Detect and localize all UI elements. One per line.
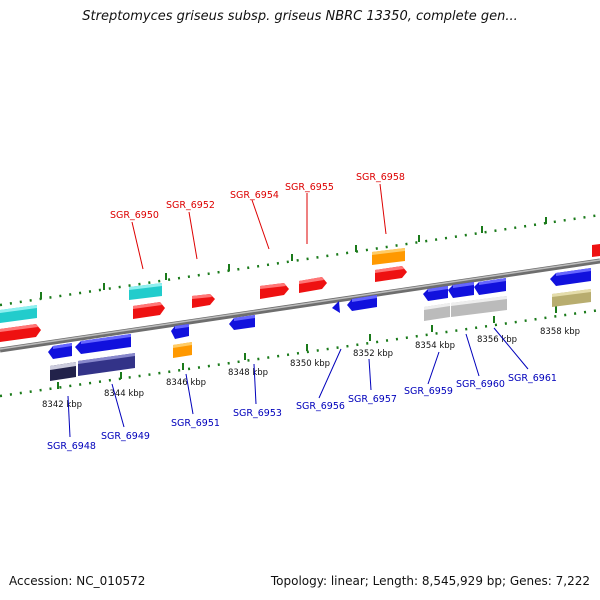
gene-plus-left-cyan[interactable] — [0, 305, 37, 323]
gene-minus-blue-75[interactable] — [75, 334, 131, 354]
gene-sgr-6956[interactable] — [332, 301, 340, 313]
label-sgr-6960[interactable]: SGR_6960 — [456, 379, 505, 390]
label-sgr-6954[interactable]: SGR_6954 — [230, 190, 279, 201]
gene-sgr-6960[interactable] — [448, 282, 474, 298]
label-sgr-6961[interactable]: SGR_6961 — [508, 373, 557, 384]
leader-sgr-6959 — [427, 351, 440, 385]
scale-label: 8352 kbp — [353, 349, 393, 359]
scale-label: 8348 kbp — [228, 368, 268, 378]
scale-label: 8344 kbp — [104, 389, 144, 399]
scale-label: 8342 kbp — [42, 400, 82, 410]
label-sgr-6958[interactable]: SGR_6958 — [356, 172, 405, 183]
genome-backbone-highlight — [0, 259, 600, 350]
scale-label: 8358 kbp — [540, 327, 580, 337]
genome-title: Streptomyces griseus subsp. griseus NBRC… — [82, 9, 518, 24]
leader-sgr-6949 — [111, 383, 125, 428]
gene-sgr-6951-orange[interactable] — [173, 342, 192, 358]
leader-sgr-6953 — [253, 363, 257, 405]
gene-sgr-6950-cyan[interactable] — [129, 283, 162, 300]
gene-minus-blue-48[interactable] — [48, 343, 72, 359]
label-sgr-6953[interactable]: SGR_6953 — [233, 408, 282, 419]
scale-label: 8350 kbp — [290, 359, 330, 369]
gene-sgr-6958-orange[interactable] — [372, 248, 405, 265]
genome-summary-text: Topology: linear; Length: 8,545,929 bp; … — [270, 574, 590, 588]
gene-sgr-6952[interactable] — [192, 294, 215, 308]
gene-sgr-6959[interactable] — [423, 286, 448, 301]
gene-minus-blue-right[interactable] — [550, 268, 591, 286]
leader-sgr-6957 — [368, 358, 372, 391]
gene-sgr-6961[interactable] — [474, 278, 506, 295]
leader-sgr-6961 — [493, 327, 529, 370]
scale-label: 8354 kbp — [415, 341, 455, 351]
genome-backbone — [0, 258, 600, 353]
lower-tick-track — [0, 308, 600, 398]
gene-minus-khaki-right[interactable] — [552, 289, 591, 307]
leader-sgr-6948 — [67, 395, 71, 438]
leader-sgr-6960 — [465, 333, 480, 377]
gene-sgr-6955[interactable] — [299, 277, 327, 293]
leader-sgr-6954 — [251, 199, 270, 250]
label-sgr-6950[interactable]: SGR_6950 — [110, 210, 159, 221]
gene-plus-red-375[interactable] — [375, 266, 407, 282]
label-sgr-6948[interactable]: SGR_6948 — [47, 441, 96, 452]
accession-text: Accession: NC_010572 — [9, 574, 146, 588]
scale-label: 8356 kbp — [477, 335, 517, 345]
gene-minus-blue-171[interactable] — [171, 324, 189, 339]
gene-plus-left-red[interactable] — [0, 324, 41, 342]
label-sgr-6952[interactable]: SGR_6952 — [166, 200, 215, 211]
label-sgr-6957[interactable]: SGR_6957 — [348, 394, 397, 405]
label-sgr-6951[interactable]: SGR_6951 — [171, 418, 220, 429]
gene-sgr-6954[interactable] — [260, 283, 289, 299]
gene-sgr-6957[interactable] — [347, 295, 377, 311]
label-sgr-6959[interactable]: SGR_6959 — [404, 386, 453, 397]
gene-sgr-6948[interactable] — [50, 362, 76, 381]
leader-sgr-6951 — [185, 373, 194, 415]
leader-sgr-6956 — [318, 348, 342, 399]
leader-sgr-6952 — [188, 211, 198, 260]
label-sgr-6949[interactable]: SGR_6949 — [101, 431, 150, 442]
label-sgr-6956[interactable]: SGR_6956 — [296, 401, 345, 412]
gene-plus-red-135[interactable] — [133, 302, 165, 319]
gene-sgr-6949[interactable] — [78, 353, 135, 376]
gene-sgr-6960-gray[interactable] — [451, 296, 507, 317]
leader-sgr-6958 — [379, 183, 387, 235]
gene-plus-right-red[interactable] — [592, 244, 600, 257]
leader-sgr-6950 — [131, 221, 144, 270]
scale-label: 8346 kbp — [166, 378, 206, 388]
gene-sgr-6959-gray[interactable] — [424, 303, 450, 321]
label-sgr-6955[interactable]: SGR_6955 — [285, 182, 334, 193]
upper-tick-track — [0, 213, 600, 307]
gene-sgr-6953[interactable] — [229, 315, 255, 330]
